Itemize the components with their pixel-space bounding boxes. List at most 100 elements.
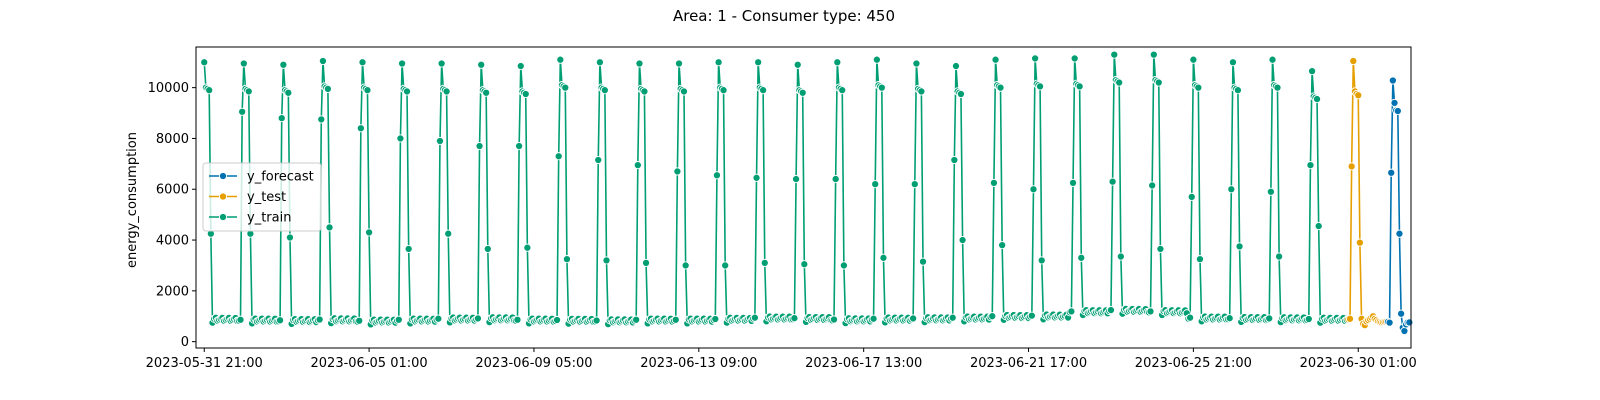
- data-point: [523, 243, 532, 252]
- data-point: [365, 228, 374, 237]
- data-point: [1306, 161, 1315, 170]
- data-point: [1156, 244, 1165, 253]
- data-point: [1029, 185, 1038, 194]
- data-point: [831, 175, 840, 184]
- data-point: [760, 258, 769, 267]
- data-point: [516, 62, 525, 71]
- y-tick-label: 0: [181, 335, 189, 350]
- data-point: [671, 315, 680, 324]
- data-point: [1273, 83, 1282, 92]
- plot-area: [200, 50, 1414, 336]
- data-point: [1186, 313, 1195, 322]
- data-point: [719, 86, 728, 95]
- data-point: [1395, 229, 1404, 238]
- data-point: [991, 55, 1000, 64]
- plot-frame: [195, 46, 1412, 349]
- series-line: [1348, 60, 1387, 327]
- y-tick-label: 6000: [156, 183, 189, 198]
- data-point: [483, 244, 492, 253]
- data-point: [277, 114, 286, 123]
- data-point: [1036, 82, 1045, 91]
- data-point: [1068, 178, 1078, 187]
- data-point: [396, 134, 405, 143]
- data-point: [1308, 67, 1317, 76]
- data-point: [721, 261, 730, 270]
- data-point: [1227, 185, 1236, 194]
- data-point: [1037, 256, 1046, 265]
- data-point: [435, 136, 445, 146]
- data-point: [869, 314, 878, 323]
- data-point: [877, 83, 886, 92]
- data-point: [872, 55, 881, 64]
- data-point: [1108, 177, 1117, 186]
- data-point: [1275, 252, 1284, 261]
- data-point: [632, 315, 641, 324]
- data-point: [515, 142, 524, 151]
- data-point: [1400, 326, 1409, 336]
- data-point: [1314, 222, 1323, 231]
- data-point: [561, 83, 570, 92]
- data-point: [592, 316, 601, 325]
- data-point: [793, 60, 802, 69]
- data-point: [759, 86, 768, 95]
- series-line: [1387, 80, 1410, 334]
- y-axis-label: energy_consumption: [125, 132, 140, 268]
- data-point: [1235, 242, 1244, 251]
- data-point: [635, 59, 644, 68]
- data-point: [1031, 54, 1040, 63]
- data-point: [521, 89, 530, 99]
- legend-marker: [218, 171, 228, 181]
- data-point: [950, 155, 959, 165]
- data-point: [600, 86, 609, 95]
- data-point: [1149, 50, 1158, 59]
- data-point: [1146, 307, 1155, 316]
- data-point: [792, 175, 801, 184]
- data-point: [1110, 50, 1119, 59]
- data-point: [1355, 238, 1364, 247]
- data-point: [918, 257, 928, 266]
- data-point: [711, 314, 720, 324]
- data-point: [437, 59, 446, 68]
- data-point: [562, 255, 571, 264]
- data-point: [513, 315, 522, 324]
- data-point: [276, 316, 285, 325]
- data-point: [879, 253, 888, 262]
- data-point: [1067, 307, 1076, 316]
- data-point: [833, 58, 842, 67]
- data-point: [1187, 192, 1196, 201]
- chart-title: Area: 1 - Consumer type: 450: [673, 7, 895, 25]
- data-point: [1397, 309, 1406, 318]
- data-point: [633, 161, 642, 170]
- data-point: [284, 88, 293, 97]
- data-point: [673, 167, 682, 176]
- data-point: [996, 83, 1005, 92]
- data-point: [1345, 314, 1355, 323]
- y-axis: 0 2000 4000 6000 8000 10000: [148, 81, 196, 350]
- data-point: [363, 86, 372, 95]
- x-tick-label: 2023-06-05 01:00: [311, 356, 428, 371]
- series-line: [203, 54, 1348, 325]
- data-point: [829, 315, 839, 324]
- data-point: [239, 59, 248, 68]
- data-point: [444, 229, 453, 238]
- data-point: [323, 84, 332, 93]
- data-point: [1225, 314, 1234, 323]
- series-y_train: [200, 50, 1351, 329]
- legend-box: [202, 162, 322, 232]
- data-point: [1189, 55, 1198, 64]
- data-point: [838, 86, 847, 95]
- data-point: [948, 313, 957, 322]
- y-tick-label: 2000: [156, 284, 189, 299]
- data-point: [790, 314, 799, 323]
- data-point: [800, 260, 809, 269]
- data-point: [1070, 54, 1079, 63]
- data-point: [205, 86, 214, 95]
- data-point: [951, 62, 961, 71]
- data-point: [238, 107, 247, 116]
- data-point: [1075, 82, 1084, 91]
- data-point: [1405, 318, 1414, 327]
- data-point: [917, 87, 926, 96]
- x-tick-label: 2023-06-13 09:00: [640, 356, 757, 371]
- data-point: [244, 87, 253, 96]
- y-tick-label: 10000: [148, 81, 189, 96]
